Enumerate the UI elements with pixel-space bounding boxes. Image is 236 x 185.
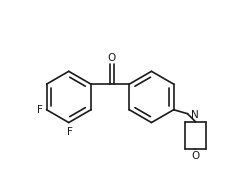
Text: O: O (191, 151, 199, 161)
Text: O: O (107, 53, 116, 63)
Text: F: F (67, 127, 73, 137)
Text: F: F (37, 105, 43, 115)
Text: N: N (191, 110, 199, 120)
